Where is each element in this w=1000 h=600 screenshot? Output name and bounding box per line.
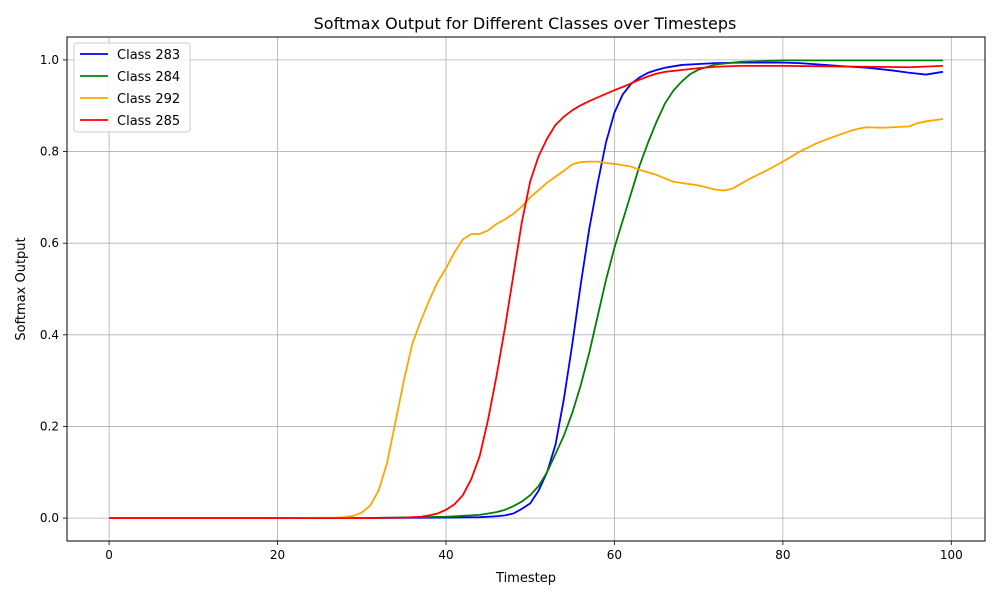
legend: Class 283 Class 284 Class 292 Class 285	[73, 42, 191, 133]
legend-item: Class 284	[80, 70, 180, 85]
series-lines	[109, 59, 944, 519]
legend-box	[73, 42, 191, 133]
y-tick-label: 0.8	[40, 145, 59, 159]
axis-ticks: 0 20 40 60 80 100 0.0 0.2 0.4 0.6 0.8 1.0	[40, 53, 963, 562]
legend-label: Class 292	[117, 92, 180, 107]
x-tick-label: 80	[775, 548, 790, 562]
y-tick-label: 0.2	[40, 419, 59, 433]
legend-label: Class 283	[117, 48, 180, 63]
x-axis-label: Timestep	[495, 571, 556, 586]
legend-item: Class 285	[80, 114, 180, 129]
series-line-class-284	[109, 59, 943, 519]
x-tick-label: 40	[438, 548, 453, 562]
grid-lines	[67, 37, 985, 541]
series-line-class-292	[109, 118, 944, 519]
legend-item: Class 292	[80, 92, 180, 107]
legend-item: Class 283	[80, 48, 180, 63]
y-tick-label: 0.4	[40, 328, 59, 342]
x-tick-label: 60	[607, 548, 622, 562]
legend-label: Class 284	[117, 70, 180, 85]
y-tick-label: 0.6	[40, 236, 59, 250]
x-tick-label: 100	[940, 548, 963, 562]
series-line-class-283	[109, 61, 944, 519]
plot-area-frame	[66, 36, 986, 542]
y-axis-label: Softmax Output	[14, 237, 29, 340]
x-tick-label: 0	[105, 548, 113, 562]
x-tick-label: 20	[270, 548, 285, 562]
series-line-class-285	[109, 64, 943, 519]
y-tick-label: 1.0	[40, 53, 59, 67]
legend-label: Class 285	[117, 114, 180, 129]
chart-title: Softmax Output for Different Classes ove…	[314, 14, 737, 33]
y-tick-label: 0.0	[40, 511, 59, 525]
